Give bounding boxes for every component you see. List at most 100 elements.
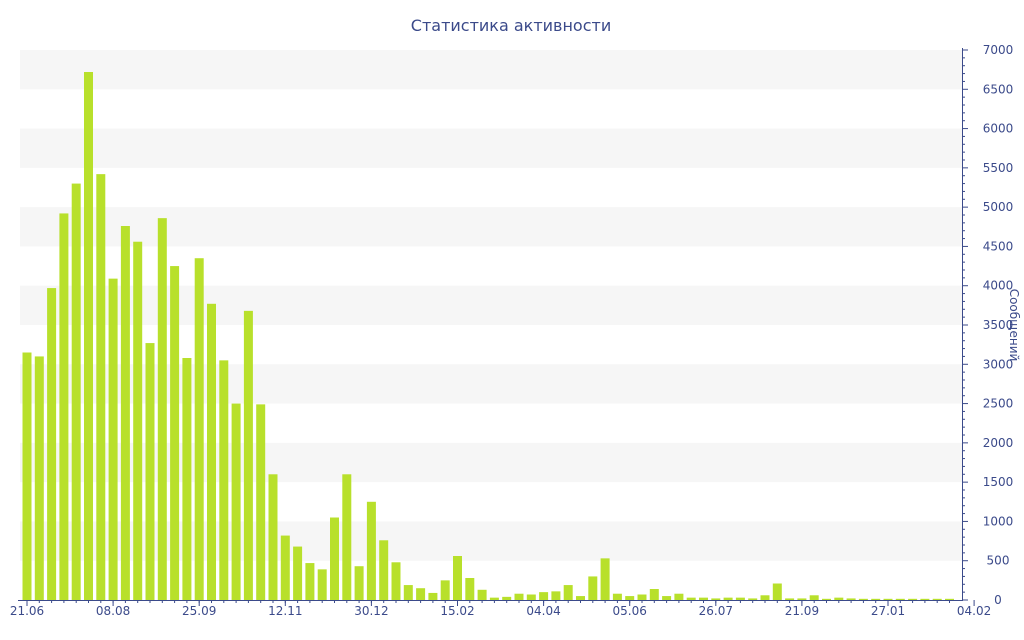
x-tick-label: 21.06 <box>10 604 44 618</box>
bar <box>945 598 954 600</box>
bar <box>612 593 622 600</box>
bar <box>22 352 32 600</box>
bar <box>748 598 758 600</box>
bar <box>809 595 819 600</box>
bar <box>108 278 118 600</box>
y-tick-label: 7000 <box>983 43 1014 57</box>
x-tick-label: 15.02 <box>440 604 474 618</box>
y-tick-label: 1500 <box>983 475 1014 489</box>
bar <box>834 597 844 600</box>
bar <box>268 474 278 600</box>
bar <box>883 598 893 600</box>
grid-band <box>20 50 962 90</box>
y-tick-label: 1000 <box>983 514 1014 528</box>
grid-band <box>20 207 962 247</box>
bar <box>342 474 352 600</box>
bar <box>674 593 684 600</box>
bar <box>735 597 745 600</box>
bar <box>354 566 364 600</box>
y-tick-label: 3000 <box>983 357 1014 371</box>
bar <box>625 596 635 600</box>
bar <box>846 598 856 600</box>
y-tick-label: 0 <box>994 593 1002 607</box>
y-tick-label: 2000 <box>983 436 1014 450</box>
bar <box>330 517 339 600</box>
bar <box>785 598 795 600</box>
bar <box>34 356 44 600</box>
grid-bands <box>20 50 962 561</box>
bar <box>637 594 647 600</box>
bars-group <box>22 72 954 600</box>
y-tick-label: 6500 <box>983 82 1014 96</box>
bar <box>526 594 536 600</box>
y-axis-title: Сообщений <box>1007 289 1021 362</box>
x-tick-label: 08.08 <box>96 604 130 618</box>
x-tick-label: 04.02 <box>957 604 991 618</box>
bar <box>256 404 266 600</box>
bar <box>551 591 561 600</box>
bar <box>514 593 524 600</box>
bar <box>231 403 241 600</box>
x-tick-label: 12.11 <box>268 604 302 618</box>
bar <box>502 596 512 600</box>
x-tick-label: 27.01 <box>871 604 905 618</box>
bar <box>96 174 106 600</box>
y-tick-label: 2500 <box>983 397 1014 411</box>
bar <box>182 358 192 600</box>
bar <box>170 266 180 600</box>
bar <box>797 598 807 600</box>
bar <box>563 585 573 600</box>
y-tick-label: 3500 <box>983 318 1014 332</box>
bar <box>145 343 155 600</box>
y-tick-label: 4500 <box>983 239 1014 253</box>
bar <box>207 303 216 600</box>
bar <box>477 589 487 600</box>
y-tick-label: 500 <box>987 554 1010 568</box>
bar <box>219 360 229 600</box>
bar <box>539 592 549 600</box>
bar <box>194 258 204 600</box>
bar <box>822 598 831 600</box>
bar <box>440 580 450 600</box>
x-tick-label: 05.06 <box>613 604 647 618</box>
axes-group <box>18 48 975 606</box>
bar <box>428 592 438 600</box>
bar <box>723 597 733 600</box>
bar <box>920 598 930 600</box>
bar <box>379 540 389 600</box>
bar <box>588 576 598 600</box>
bar <box>47 288 57 600</box>
bar <box>576 596 585 600</box>
bar <box>157 218 167 600</box>
bar <box>686 597 696 600</box>
bar <box>858 598 868 600</box>
y-tick-label: 4000 <box>983 279 1014 293</box>
y-tick-label: 5500 <box>983 161 1014 175</box>
bar <box>453 556 462 600</box>
bar <box>280 535 290 600</box>
bar <box>699 597 708 600</box>
bar <box>760 595 770 600</box>
x-tick-label: 04.04 <box>526 604 560 618</box>
bar <box>772 583 782 600</box>
bar <box>403 585 413 600</box>
bar <box>871 598 881 600</box>
bar <box>932 598 942 600</box>
bar <box>662 596 672 600</box>
y-tick-label: 6000 <box>983 122 1014 136</box>
bar <box>600 558 610 600</box>
bar <box>908 598 918 600</box>
bar <box>649 589 659 600</box>
bar <box>416 588 426 600</box>
bar <box>391 562 401 600</box>
bar <box>293 546 303 600</box>
bar <box>59 213 69 600</box>
x-tick-labels: 21.06 08.08 25.09 12.11 30.12 15.02 04.04 05.06… <box>10 604 991 618</box>
x-tick-label: 25.09 <box>182 604 216 618</box>
bar <box>305 563 315 600</box>
bar <box>366 501 376 600</box>
bar <box>243 310 253 600</box>
y-tick-labels: 0 500 1000 1500 2000 2500 3000 3500 4000 4500 5000… <box>983 43 1014 607</box>
